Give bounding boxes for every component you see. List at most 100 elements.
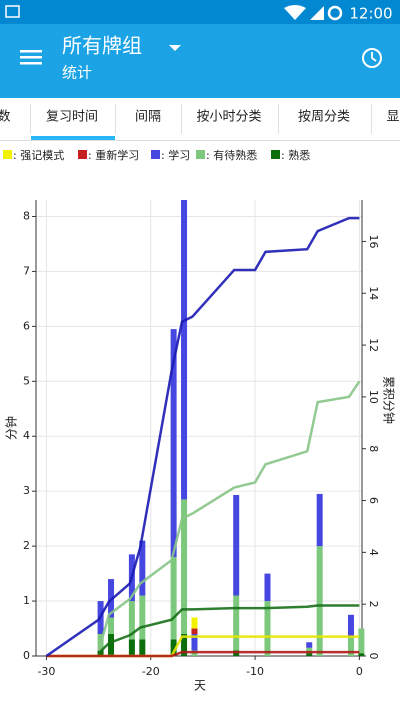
y2-tick-label: 10 [367,390,380,404]
cumulative-line [97,604,360,655]
bar-segment [191,628,198,635]
y-tick-label: 2 [23,539,30,552]
tab-divider [0,140,400,141]
x-axis-label: 天 [194,679,206,693]
cumulative-line [45,216,360,658]
bar-segment [128,639,135,656]
toolbar-subtitle: 统计 [62,64,92,82]
dropdown-arrow[interactable] [169,45,181,51]
y2-tick-label: 14 [367,286,380,300]
menu-button[interactable] [20,50,42,65]
bar-segment [181,634,188,656]
x-tick-label: -20 [142,665,160,678]
tab[interactable]: 复习时间 [46,110,98,125]
legend-swatch [78,150,87,159]
bar-segment [108,634,115,656]
tab[interactable]: 显 [386,110,399,125]
wifi-icon [284,5,306,20]
y-tick-label: 8 [23,209,30,222]
battery-icon [327,5,343,21]
bar-segment [264,573,271,602]
bar-segment [181,200,188,500]
bar-segment [347,636,354,656]
y-axis-label: 分钟 [4,416,19,440]
legend-label: : 强记模式 [13,149,64,162]
tab[interactable]: 数 [0,110,11,125]
tab-separator [115,104,116,134]
legend-swatch [196,150,205,159]
clock-hands [371,52,377,62]
y2-axis-label: 累积分钟 [382,376,397,424]
y2-tick-label: 16 [367,234,380,248]
y-tick-label: 4 [23,429,30,442]
signal-icon [310,6,324,20]
y-tick-label: 1 [23,594,30,607]
legend-label: : 学习 [161,148,190,162]
tab-separator [30,104,31,134]
y-tick-label: 6 [23,319,30,332]
legend-swatch [271,150,280,159]
tab-bar [0,98,400,140]
y2-tick-label: 2 [367,601,380,608]
bar-segment [191,617,198,629]
bar-segment [306,642,313,648]
bar-segment [358,653,365,656]
x-tick-label: -30 [37,665,55,678]
legend-label: : 熟悉 [281,148,310,162]
tab-separator [371,104,372,134]
bar-segment [233,595,240,651]
bar-segment [233,495,240,596]
cumulative-line [46,650,360,658]
cumulative-line [97,380,361,652]
clock-face [362,48,382,68]
bar-segment [306,647,313,654]
menu-bar [20,50,42,53]
clock-button[interactable] [362,48,382,68]
bar-segment [170,639,177,656]
y-tick-label: 7 [23,264,30,277]
toolbar-title[interactable]: 所有牌组 [62,34,142,58]
y2-tick-label: 4 [367,549,380,556]
bar-segment [139,639,146,656]
legend-label: : 有待熟悉 [206,148,257,162]
tab-separator [181,104,182,134]
tab[interactable]: 间隔 [135,110,161,125]
image-icon [5,5,20,18]
menu-bar [20,56,42,59]
legend-swatch [151,150,160,159]
tab-separator [278,104,279,134]
bar-segment [347,614,354,637]
legend-label: : 重新学习 [88,148,139,162]
bar-segment [170,329,177,558]
x-tick-label: 0 [356,665,363,678]
tab[interactable]: 按小时分类 [196,110,261,125]
bar-segment [170,557,177,640]
bar-segment [191,634,198,651]
bar-segment [139,595,146,640]
bar-segment [108,617,115,635]
legend-swatch [3,150,12,159]
tab[interactable]: 按周分类 [298,110,350,125]
legend: : 强记模式 : 重新学习 : 学习 : 有待熟悉 : 熟悉 [3,148,310,162]
tab-indicator [31,136,115,140]
bar-segment [139,540,146,596]
y-tick-label: 3 [23,484,30,497]
status-time: 12:00 [349,5,392,23]
y2-tick-label: 6 [367,497,380,504]
y-tick-label: 5 [23,374,30,387]
menu-bar [20,62,42,65]
tabs: 数 复习时间 间隔 按小时分类 按周分类 显 [0,104,400,140]
bar-segment [306,653,313,656]
bar-segment [128,601,135,640]
y2-tick-label: 0 [367,653,380,660]
y-tick-label: 0 [23,649,30,662]
bar-segment [181,499,188,635]
toolbar [0,24,400,98]
bar-segment [316,546,323,656]
y2-tick-label: 12 [367,338,380,352]
bar-segment [97,650,104,656]
bar-segment [264,601,271,656]
x-tick-label: -10 [246,665,264,678]
